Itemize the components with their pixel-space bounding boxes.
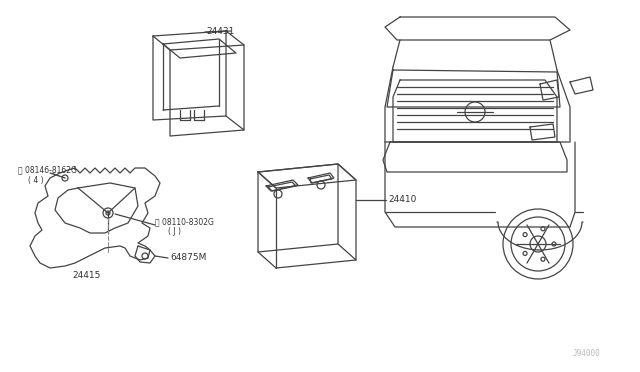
Text: Ⓢ 08146-8162G: Ⓢ 08146-8162G	[18, 166, 77, 174]
Text: 24431: 24431	[206, 28, 234, 36]
Text: J94000: J94000	[572, 349, 600, 358]
Text: ( 4 ): ( 4 )	[28, 176, 44, 185]
Text: 24410: 24410	[388, 196, 417, 205]
Text: 24415: 24415	[72, 272, 100, 280]
Text: ( J ): ( J )	[168, 228, 181, 237]
Text: 64875M: 64875M	[170, 253, 206, 262]
Text: Ⓑ 08110-8302G: Ⓑ 08110-8302G	[155, 218, 214, 227]
